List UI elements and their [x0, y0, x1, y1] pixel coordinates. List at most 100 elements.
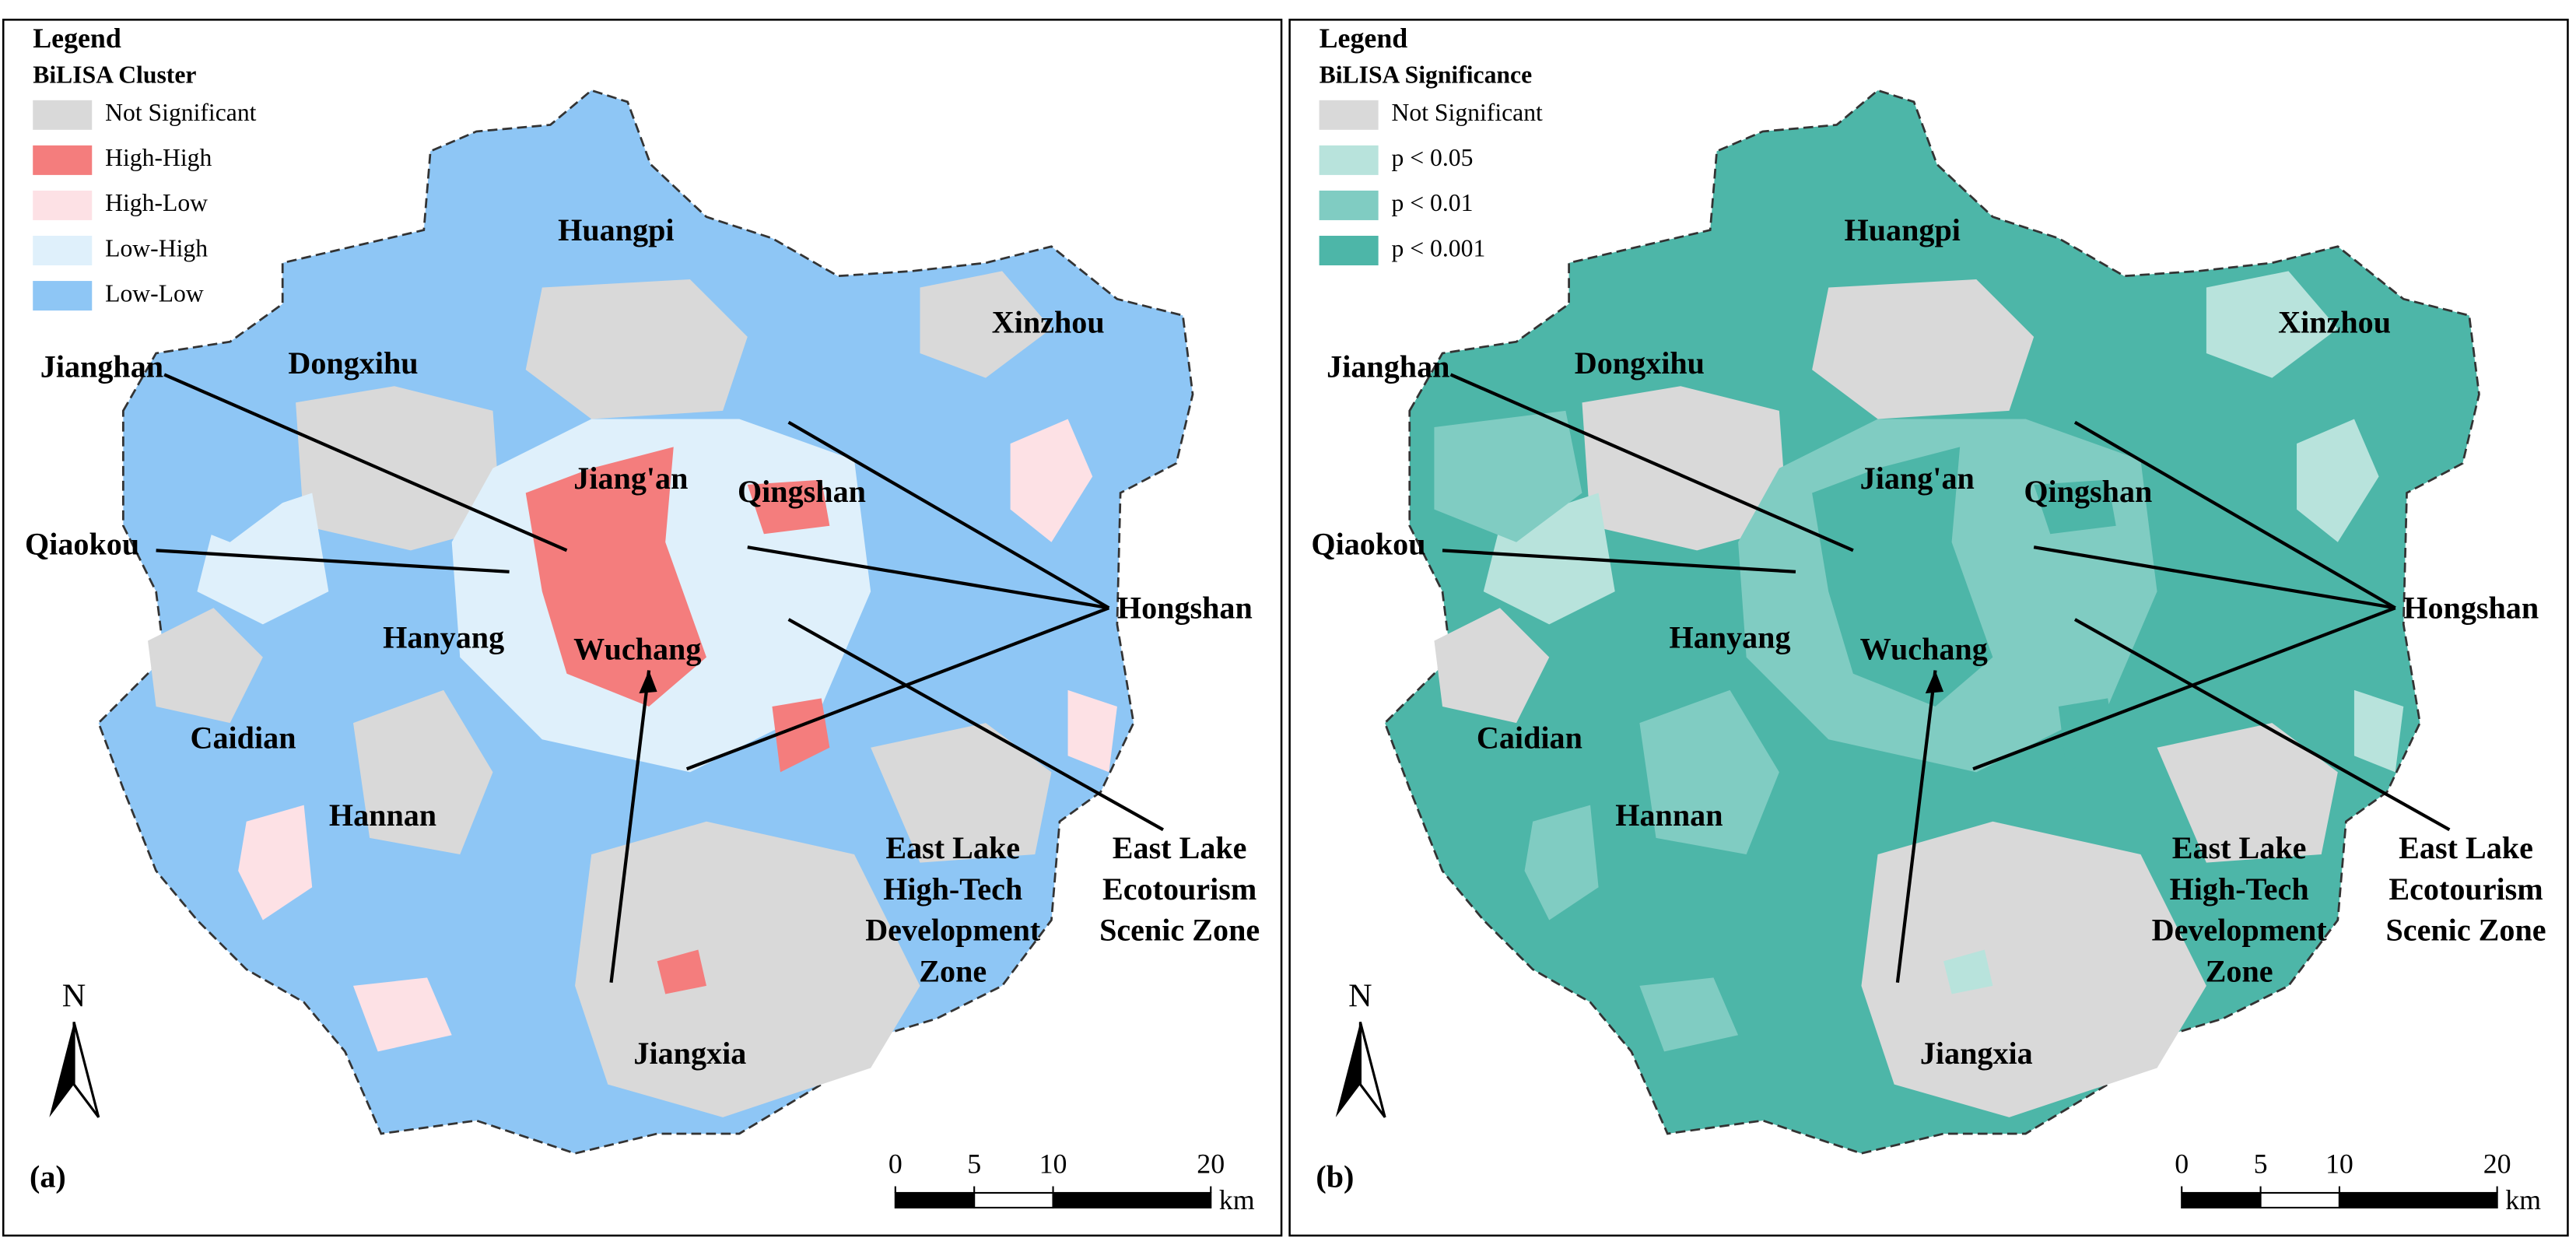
scale-tick-label: 0	[888, 1148, 902, 1179]
leader-line	[2073, 420, 2396, 610]
legend-item: Not Significant	[105, 99, 257, 126]
district-label: East Lake	[1113, 830, 1247, 865]
legend-item: p < 0.05	[1392, 144, 1474, 171]
district-label: Dongxihu	[1575, 345, 1705, 381]
scale-segment	[2259, 1191, 2340, 1209]
district-label: Jianghan	[1327, 349, 1449, 384]
scale-segment	[1052, 1191, 1212, 1209]
map-patch	[575, 821, 920, 1117]
district-label: Qiaokou	[25, 526, 139, 561]
district-label: Ecotourism	[2388, 871, 2543, 907]
scale-tick-label: 20	[2483, 1148, 2511, 1179]
district-label: Jianghan	[40, 349, 163, 384]
scale-tick-label: 10	[2325, 1148, 2353, 1179]
map-patch	[2157, 723, 2338, 863]
scale-segment	[973, 1191, 1054, 1209]
district-label: High-Tech	[2170, 871, 2309, 907]
map-patch	[747, 479, 830, 535]
district-label: Jiang'an	[1860, 461, 1975, 496]
legend-item: p < 0.01	[1392, 189, 1474, 216]
map-patch	[2297, 419, 2379, 542]
north-label: N	[62, 978, 86, 1015]
scale-unit: km	[2505, 1184, 2541, 1215]
map-patch	[920, 271, 1052, 378]
north-arrow	[1358, 1021, 1386, 1118]
legend-swatch	[33, 281, 93, 311]
district-label: Wuchang	[573, 631, 701, 666]
north-arrow	[72, 1021, 100, 1118]
scale-segment	[2338, 1191, 2498, 1209]
legend-title: Legend	[1320, 23, 1408, 54]
map-panel: Legend BiLISA Significance Not Significant…	[1288, 19, 2569, 1237]
district-label: Zone	[919, 953, 987, 988]
district-label: Xinzhou	[2278, 304, 2391, 339]
district-label: Hanyang	[383, 620, 504, 655]
map-patch	[525, 447, 706, 707]
leader-line	[2073, 618, 2451, 832]
district-label: Qiaokou	[1311, 526, 1425, 561]
legend-item: High-Low	[105, 189, 208, 216]
district-label: Hannan	[1615, 798, 1723, 833]
map-patch	[238, 805, 313, 921]
district-label: Qingshan	[738, 474, 866, 509]
map-patch	[2034, 479, 2116, 535]
map-patch	[352, 977, 452, 1052]
map-panel: Legend BiLISA Cluster Not Significant High-…	[2, 19, 1283, 1237]
district-label: Jiangxia	[633, 1036, 746, 1071]
map-patch	[1434, 608, 1550, 724]
leader-line	[163, 373, 568, 552]
leader-line	[2033, 545, 2396, 610]
district-label: High-Tech	[883, 871, 1022, 907]
arrow-head	[1925, 670, 1944, 694]
leader-line	[156, 549, 510, 573]
legend-swatch	[1319, 236, 1379, 266]
district-label: Hongshan	[1117, 591, 1253, 626]
map-patch	[772, 698, 830, 773]
map-patch	[1812, 447, 1993, 707]
legend-item: Low-Low	[105, 279, 204, 307]
district-label: Wuchang	[1860, 631, 1988, 666]
north-label: N	[1348, 978, 1372, 1015]
map-patch	[1067, 689, 1117, 773]
leader-line	[1449, 373, 1854, 552]
district-label: Development	[865, 913, 1041, 948]
district-label: Hanyang	[1670, 620, 1791, 655]
legend-item: Not Significant	[1392, 99, 1544, 126]
district-label: Development	[2152, 913, 2328, 948]
district-label: Hannan	[329, 798, 436, 833]
panel-label: (b)	[1316, 1159, 1354, 1194]
map-patch	[1639, 689, 1779, 855]
leader-line	[1972, 606, 2396, 771]
legend-swatch	[33, 236, 93, 266]
legend-swatch	[33, 100, 93, 130]
district-label: Jiang'an	[573, 461, 688, 496]
map-patch	[1582, 386, 1788, 551]
legend-swatch	[33, 190, 93, 220]
district-label: Huangpi	[1845, 212, 1961, 247]
district-label: Xinzhou	[992, 304, 1105, 339]
map-patch	[1812, 279, 2035, 419]
leader-line	[685, 606, 1110, 771]
north-arrow	[49, 1022, 75, 1117]
leader-line	[787, 420, 1110, 610]
district-label: Scenic Zone	[2385, 913, 2546, 948]
legend-item: Low-High	[105, 234, 208, 261]
map-patch	[1524, 805, 1599, 921]
map-patch	[871, 723, 1052, 863]
map-patch	[1639, 977, 1739, 1052]
map-patch	[1010, 419, 1093, 542]
map-patch	[148, 608, 263, 724]
legend-title: Legend	[33, 23, 121, 54]
leader-line	[1442, 549, 1796, 573]
district-label: Caidian	[191, 721, 296, 756]
scale-segment	[894, 1191, 976, 1209]
map-patch	[1943, 949, 1993, 994]
legend-swatch	[1319, 190, 1379, 220]
map-patch	[525, 279, 748, 419]
district-label: Jiangxia	[1920, 1036, 2033, 1071]
scale-tick-label: 0	[2175, 1148, 2189, 1179]
district-label: East Lake	[885, 830, 1020, 865]
district-label: Qingshan	[2024, 474, 2152, 509]
leader-line	[1895, 670, 1937, 983]
legend-swatch	[33, 145, 93, 175]
